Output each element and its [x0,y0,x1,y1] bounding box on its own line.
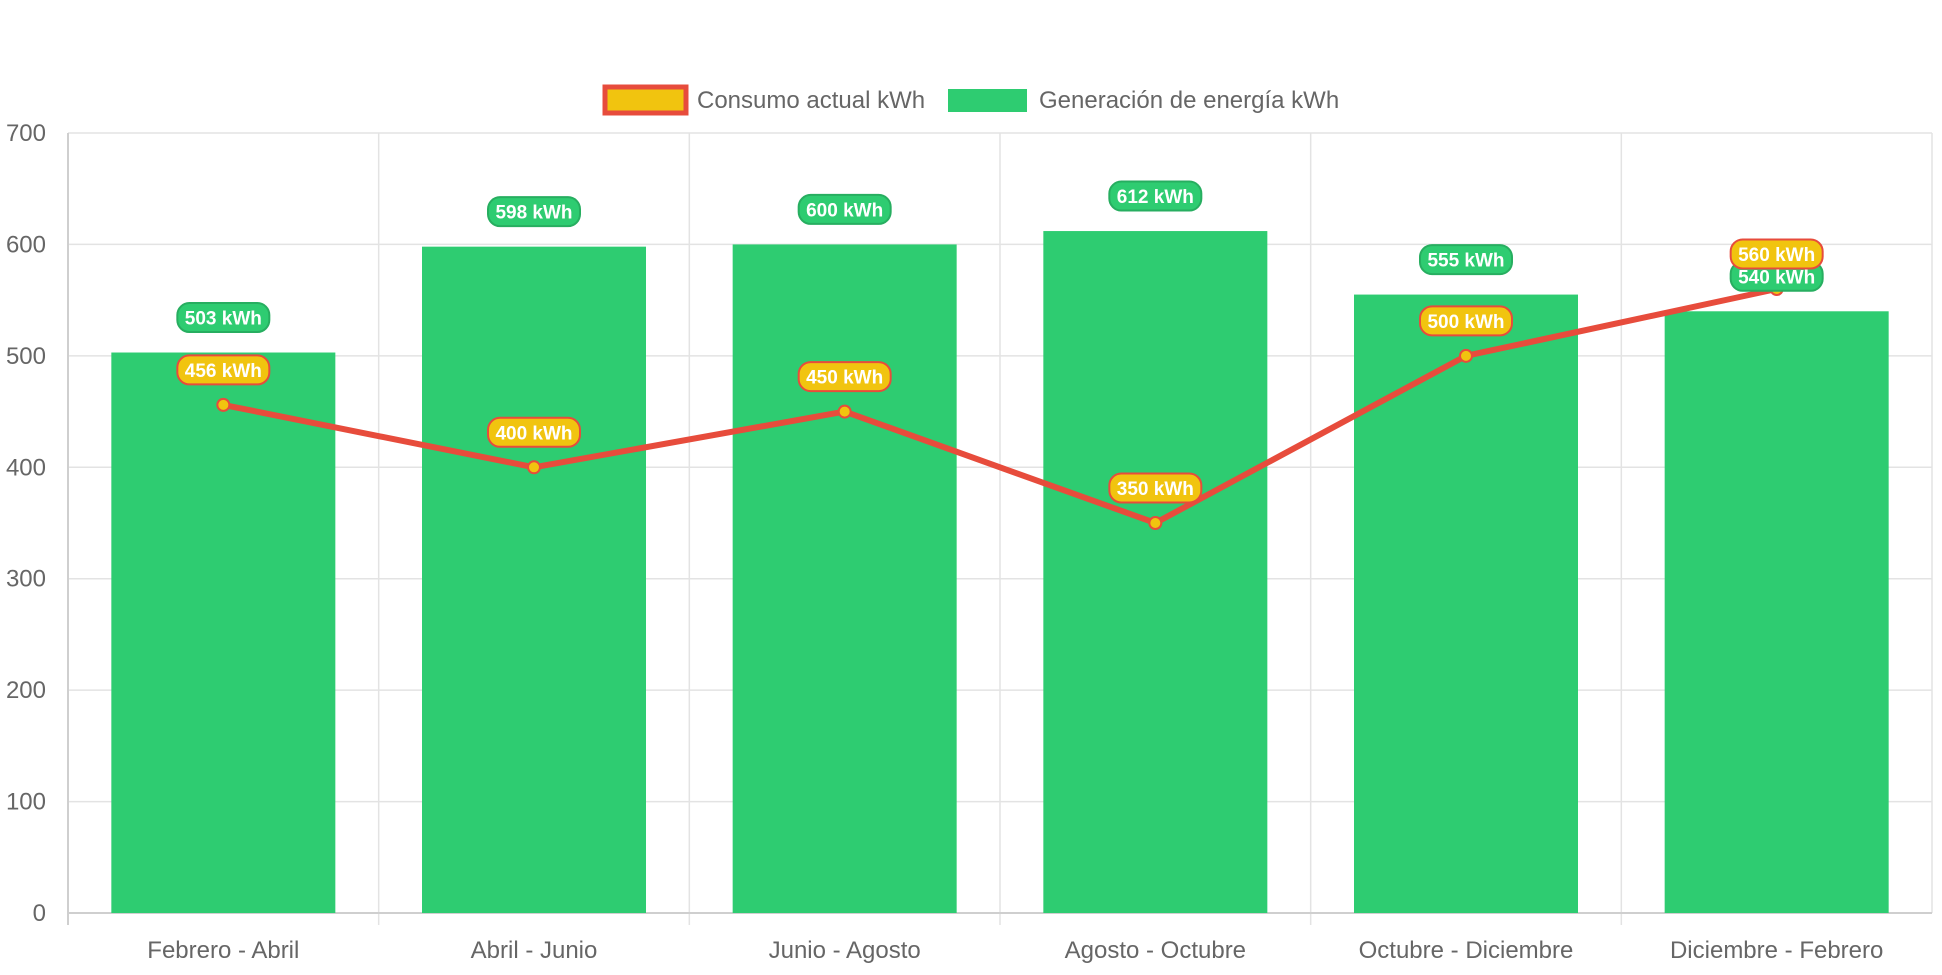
bar-series-generacion [111,231,1889,914]
bar-value-label-bg [176,302,271,334]
line-value-label-bg [797,361,892,393]
y-tick-label: 100 [6,789,46,816]
bar[interactable] [111,352,336,913]
bar-value-label-bg [1419,244,1513,276]
line-point[interactable] [1148,516,1163,530]
y-tick-label: 500 [6,343,46,370]
line-point[interactable] [216,397,231,412]
y-tick-label: 200 [6,677,46,704]
line-point[interactable] [527,460,541,475]
bar-value-label: 555 kWh [1419,244,1513,276]
y-tick-label: 700 [6,120,46,147]
x-tick-label: Octubre - Diciembre [1359,937,1574,964]
x-tick-label: Febrero - Abril [147,937,299,964]
bar-value-label-text: 555 kWh [1427,251,1504,272]
line-value-label: 400 kWh [487,416,581,448]
line-value-label-bg [176,354,271,386]
bar-value-label-text: 540 kWh [1738,267,1815,288]
bar-value-label-text: 503 kWh [185,309,262,330]
line-value-label: 450 kWh [797,361,892,393]
line-value-label-text: 350 kWh [1117,479,1194,500]
line-path [222,286,1778,526]
bar-value-label-text: 598 kWh [495,203,572,224]
y-tick-label: 400 [6,454,46,481]
line-data-labels: 456 kWh 400 kWh 450 kWh 350 kWh 500 kWh 560 k… [176,238,1824,504]
bar-value-label: 600 kWh [797,193,892,225]
legend-swatch-consumo [602,84,689,116]
line-point[interactable] [1459,348,1473,363]
bar-value-label-text: 612 kWh [1117,187,1194,208]
line-series-consumo [216,282,1784,530]
bar[interactable] [422,246,646,913]
line-value-label: 350 kWh [1108,472,1203,504]
bar-value-label-bg [487,196,581,228]
line-value-label: 560 kWh [1729,238,1824,270]
x-tick-label: Diciembre - Febrero [1670,937,1883,964]
bar[interactable] [732,244,957,913]
line-value-label-text: 450 kWh [806,368,883,389]
bar[interactable] [1043,231,1268,914]
line-value-label-bg [1419,305,1513,337]
line-value-label-bg [1729,238,1824,270]
y-axis: 0 100 200 300 400 500 600 700 [6,120,46,927]
legend-label-consumo: Consumo actual kWh [697,87,925,114]
y-tick-label: 300 [6,566,46,593]
legend-item-consumo[interactable]: Consumo actual kWh [602,84,925,116]
line-point[interactable] [837,404,852,419]
y-tick-label: 0 [33,900,46,927]
line-value-label-text: 500 kWh [1427,312,1504,333]
bar-value-label-bg [1108,180,1203,212]
line-value-label-text: 560 kWh [1738,245,1815,266]
legend-swatch-generacion [948,89,1027,112]
grid [67,132,1933,925]
bar-value-label: 503 kWh [176,302,271,334]
line-value-label-text: 400 kWh [495,423,572,444]
line-value-label-bg [487,416,581,448]
bar[interactable] [1354,294,1578,914]
bar-value-label: 612 kWh [1108,180,1203,212]
bar-value-label-bg [797,193,892,225]
line-value-label-bg [1108,472,1203,504]
x-tick-label: Junio - Agosto [769,937,921,964]
x-axis: Febrero - Abril Abril - Junio Junio - Agos… [147,937,1883,964]
x-tick-label: Abril - Junio [471,937,598,964]
bar-value-label: 598 kWh [487,196,581,228]
y-tick-label: 600 [6,231,46,258]
line-value-label: 456 kWh [176,354,271,386]
line-value-label: 500 kWh [1419,305,1513,337]
legend-item-generacion[interactable]: Generación de energía kWh [948,87,1339,114]
x-tick-label: Agosto - Octubre [1065,937,1246,964]
bar-value-label-text: 600 kWh [806,200,883,221]
line-value-label-text: 456 kWh [185,361,262,382]
legend-label-generacion: Generación de energía kWh [1039,87,1339,114]
bar[interactable] [1664,311,1889,913]
legend: Consumo actual kWh Generación de energía… [602,84,1339,116]
